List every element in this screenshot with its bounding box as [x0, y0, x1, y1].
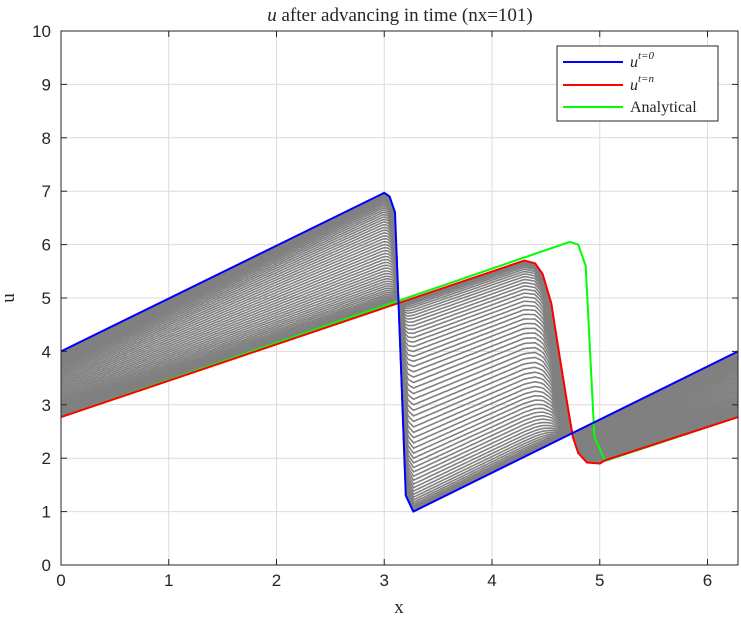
x-tick-label: 6 — [703, 571, 712, 590]
tick-labels: 0 1 2 3 4 5 6 0 1 2 3 4 5 6 7 8 9 10 — [32, 22, 712, 590]
y-tick-label: 6 — [42, 236, 51, 255]
x-tick-label: 1 — [164, 571, 173, 590]
series-line-1 — [60, 259, 739, 465]
x-tick-label: 4 — [487, 571, 496, 590]
y-tick-label: 5 — [42, 289, 51, 308]
y-axis-label: u — [0, 293, 19, 303]
x-tick-label: 2 — [272, 571, 281, 590]
y-tick-label: 4 — [42, 342, 51, 361]
y-tick-label: 1 — [42, 503, 51, 522]
x-tick-label: 0 — [56, 571, 65, 590]
legend-box — [556, 45, 719, 122]
chart-title: u after advancing in time (nx=101) — [267, 5, 533, 26]
y-tick-label: 8 — [42, 129, 51, 148]
x-tick-label: 3 — [380, 571, 389, 590]
series-line-0 — [60, 191, 739, 513]
y-tick-label: 0 — [42, 556, 51, 575]
x-tick-label: 5 — [595, 571, 604, 590]
y-tick-label: 9 — [42, 75, 51, 94]
y-tick-label: 7 — [42, 182, 51, 201]
x-axis-label: x — [394, 597, 404, 618]
chart-title-var: u — [267, 5, 277, 26]
chart-title-rest: after advancing in time (nx=101) — [277, 5, 533, 26]
y-tick-label: 10 — [32, 22, 51, 41]
y-tick-label: 3 — [42, 396, 51, 415]
legend-label-u0: ut=0 — [630, 50, 654, 71]
ticks — [60, 30, 738, 566]
legend-label-analytical: Analytical — [630, 99, 697, 116]
y-tick-label: 2 — [42, 449, 51, 468]
legend: ut=0 ut=n Analytical — [556, 45, 719, 122]
legend-label-un: ut=n — [630, 73, 654, 94]
series-layer — [60, 191, 739, 513]
